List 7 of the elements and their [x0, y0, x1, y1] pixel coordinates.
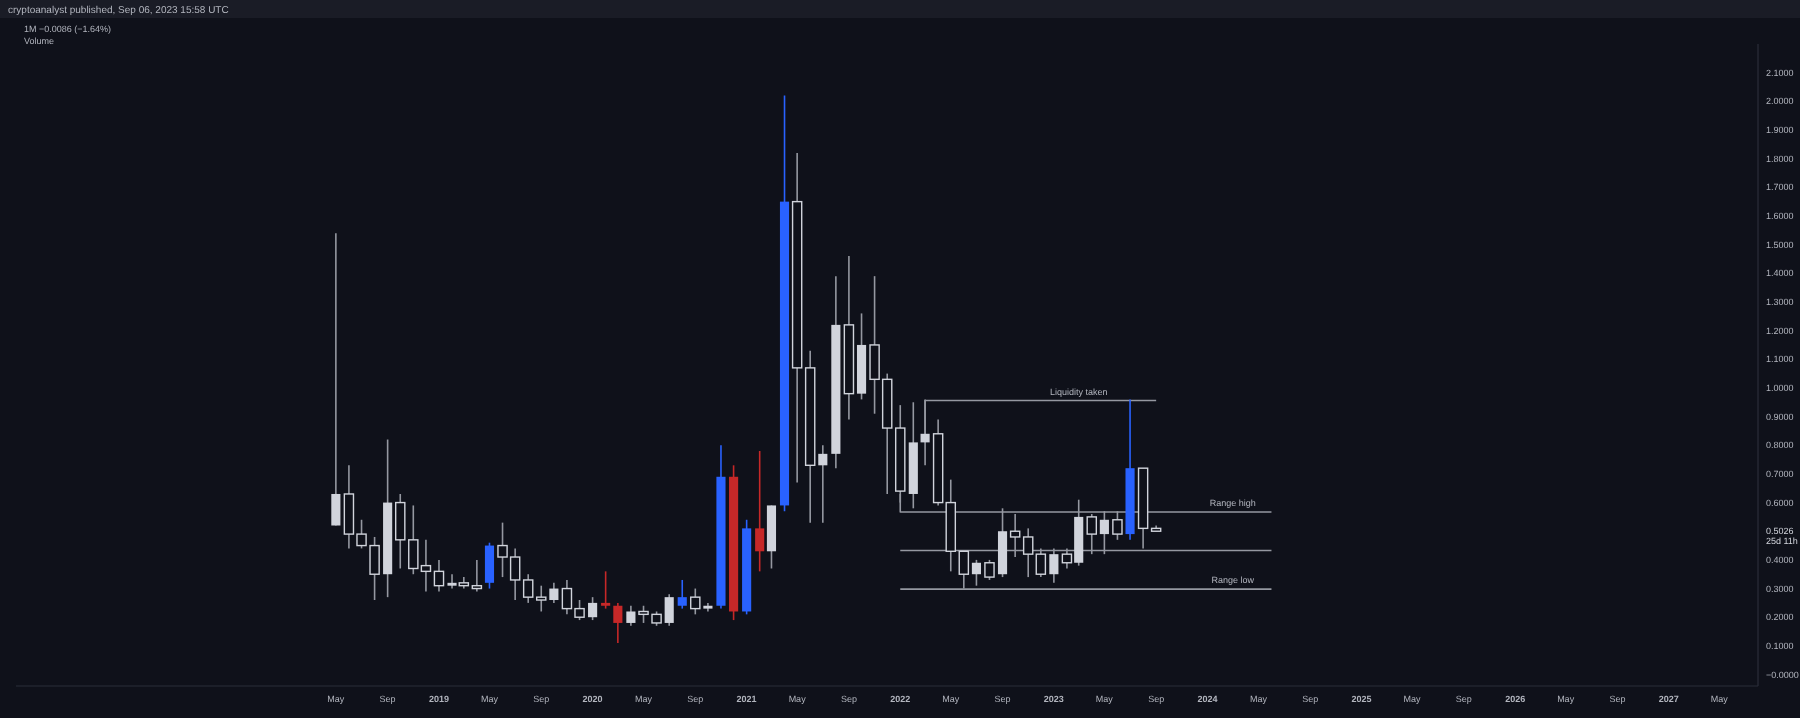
candlestick [484, 541, 495, 590]
candlestick [331, 232, 341, 527]
candlestick [766, 504, 777, 570]
candlestick [601, 570, 611, 610]
candlestick [613, 602, 623, 644]
candlestick [677, 579, 687, 610]
candlestick [755, 450, 765, 573]
